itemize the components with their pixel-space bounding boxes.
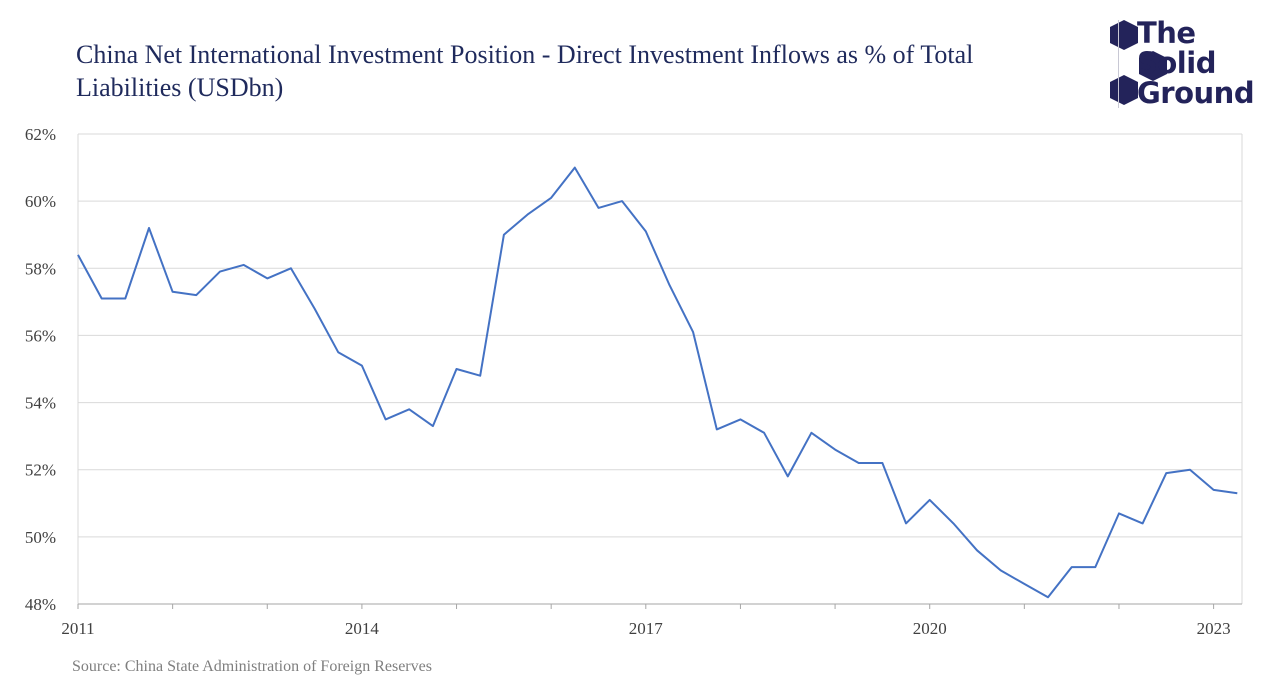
- data-point: [597, 207, 599, 209]
- y-tick-label: 56%: [25, 326, 56, 345]
- data-point: [124, 298, 126, 300]
- data-point: [645, 230, 647, 232]
- data-point: [503, 234, 505, 236]
- data-point: [787, 475, 789, 477]
- y-tick-label: 48%: [25, 595, 56, 614]
- data-point: [1236, 492, 1238, 494]
- data-point: [716, 428, 718, 430]
- data-point: [172, 291, 174, 293]
- x-tick-label: 2017: [629, 619, 664, 638]
- x-axis: 2011 2014 2017 2020 2023: [61, 603, 1242, 638]
- data-point: [739, 418, 741, 420]
- data-point: [527, 214, 529, 216]
- logo-hexagon-right: [1139, 51, 1167, 81]
- x-tick-label: 2011: [61, 619, 94, 638]
- data-point: [195, 294, 197, 296]
- data-point: [432, 425, 434, 427]
- data-point: [929, 499, 931, 501]
- y-tick-label: 62%: [25, 125, 56, 144]
- data-point: [1047, 596, 1049, 598]
- chart-title: China Net International Investment Posit…: [76, 40, 974, 102]
- data-point: [952, 522, 954, 524]
- logo-line-2: Solid: [1137, 46, 1216, 80]
- y-tick-label: 52%: [25, 461, 56, 480]
- series-line: [77, 166, 1238, 599]
- data-point: [456, 368, 458, 370]
- y-tick-label: 50%: [25, 528, 56, 547]
- logo-line-3: Ground: [1137, 76, 1255, 110]
- data-point: [101, 298, 103, 300]
- data-point: [290, 267, 292, 269]
- data-point: [1071, 566, 1073, 568]
- data-point: [763, 432, 765, 434]
- y-tick-label: 60%: [25, 192, 56, 211]
- data-point: [834, 449, 836, 451]
- data-point: [1023, 583, 1025, 585]
- data-point: [1000, 569, 1002, 571]
- x-tick-label: 2014: [345, 619, 380, 638]
- data-point: [692, 331, 694, 333]
- y-tick-label: 58%: [25, 259, 56, 278]
- data-point: [361, 365, 363, 367]
- logo-hexagon-bottom: [1110, 75, 1138, 105]
- x-tick-label: 2023: [1197, 619, 1231, 638]
- logo-wordmark: The Solid Ground: [1137, 16, 1255, 110]
- data-point: [574, 167, 576, 169]
- data-point: [148, 227, 150, 229]
- data-point: [314, 308, 316, 310]
- data-point: [408, 408, 410, 410]
- data-point: [1189, 469, 1191, 471]
- data-point: [1213, 489, 1215, 491]
- data-point: [550, 197, 552, 199]
- logo-line-1: The: [1137, 16, 1196, 50]
- logo-hexagon-top: [1110, 20, 1138, 50]
- data-point: [1165, 472, 1167, 474]
- logo-divider: [1118, 20, 1119, 108]
- data-point: [810, 432, 812, 434]
- data-point: [243, 264, 245, 266]
- plot-area: [77, 166, 1238, 599]
- data-point: [219, 271, 221, 273]
- data-point: [479, 375, 481, 377]
- data-point: [1094, 566, 1096, 568]
- y-axis: 48% 50% 52% 54% 56% 58% 60% 62%: [25, 125, 56, 614]
- data-point: [385, 418, 387, 420]
- gridlines: [77, 133, 1243, 604]
- data-point: [1142, 522, 1144, 524]
- data-point: [77, 254, 79, 256]
- logo-hexagons-icon: [1110, 20, 1167, 105]
- data-point: [1118, 512, 1120, 514]
- data-point: [266, 277, 268, 279]
- data-point: [668, 284, 670, 286]
- data-point: [621, 200, 623, 202]
- source-note: Source: China State Administration of Fo…: [72, 658, 432, 675]
- data-point: [905, 522, 907, 524]
- data-point: [976, 549, 978, 551]
- data-point: [858, 462, 860, 464]
- data-point: [881, 462, 883, 464]
- data-point: [337, 351, 339, 353]
- y-tick-label: 54%: [25, 394, 56, 413]
- x-tick-label: 2020: [913, 619, 947, 638]
